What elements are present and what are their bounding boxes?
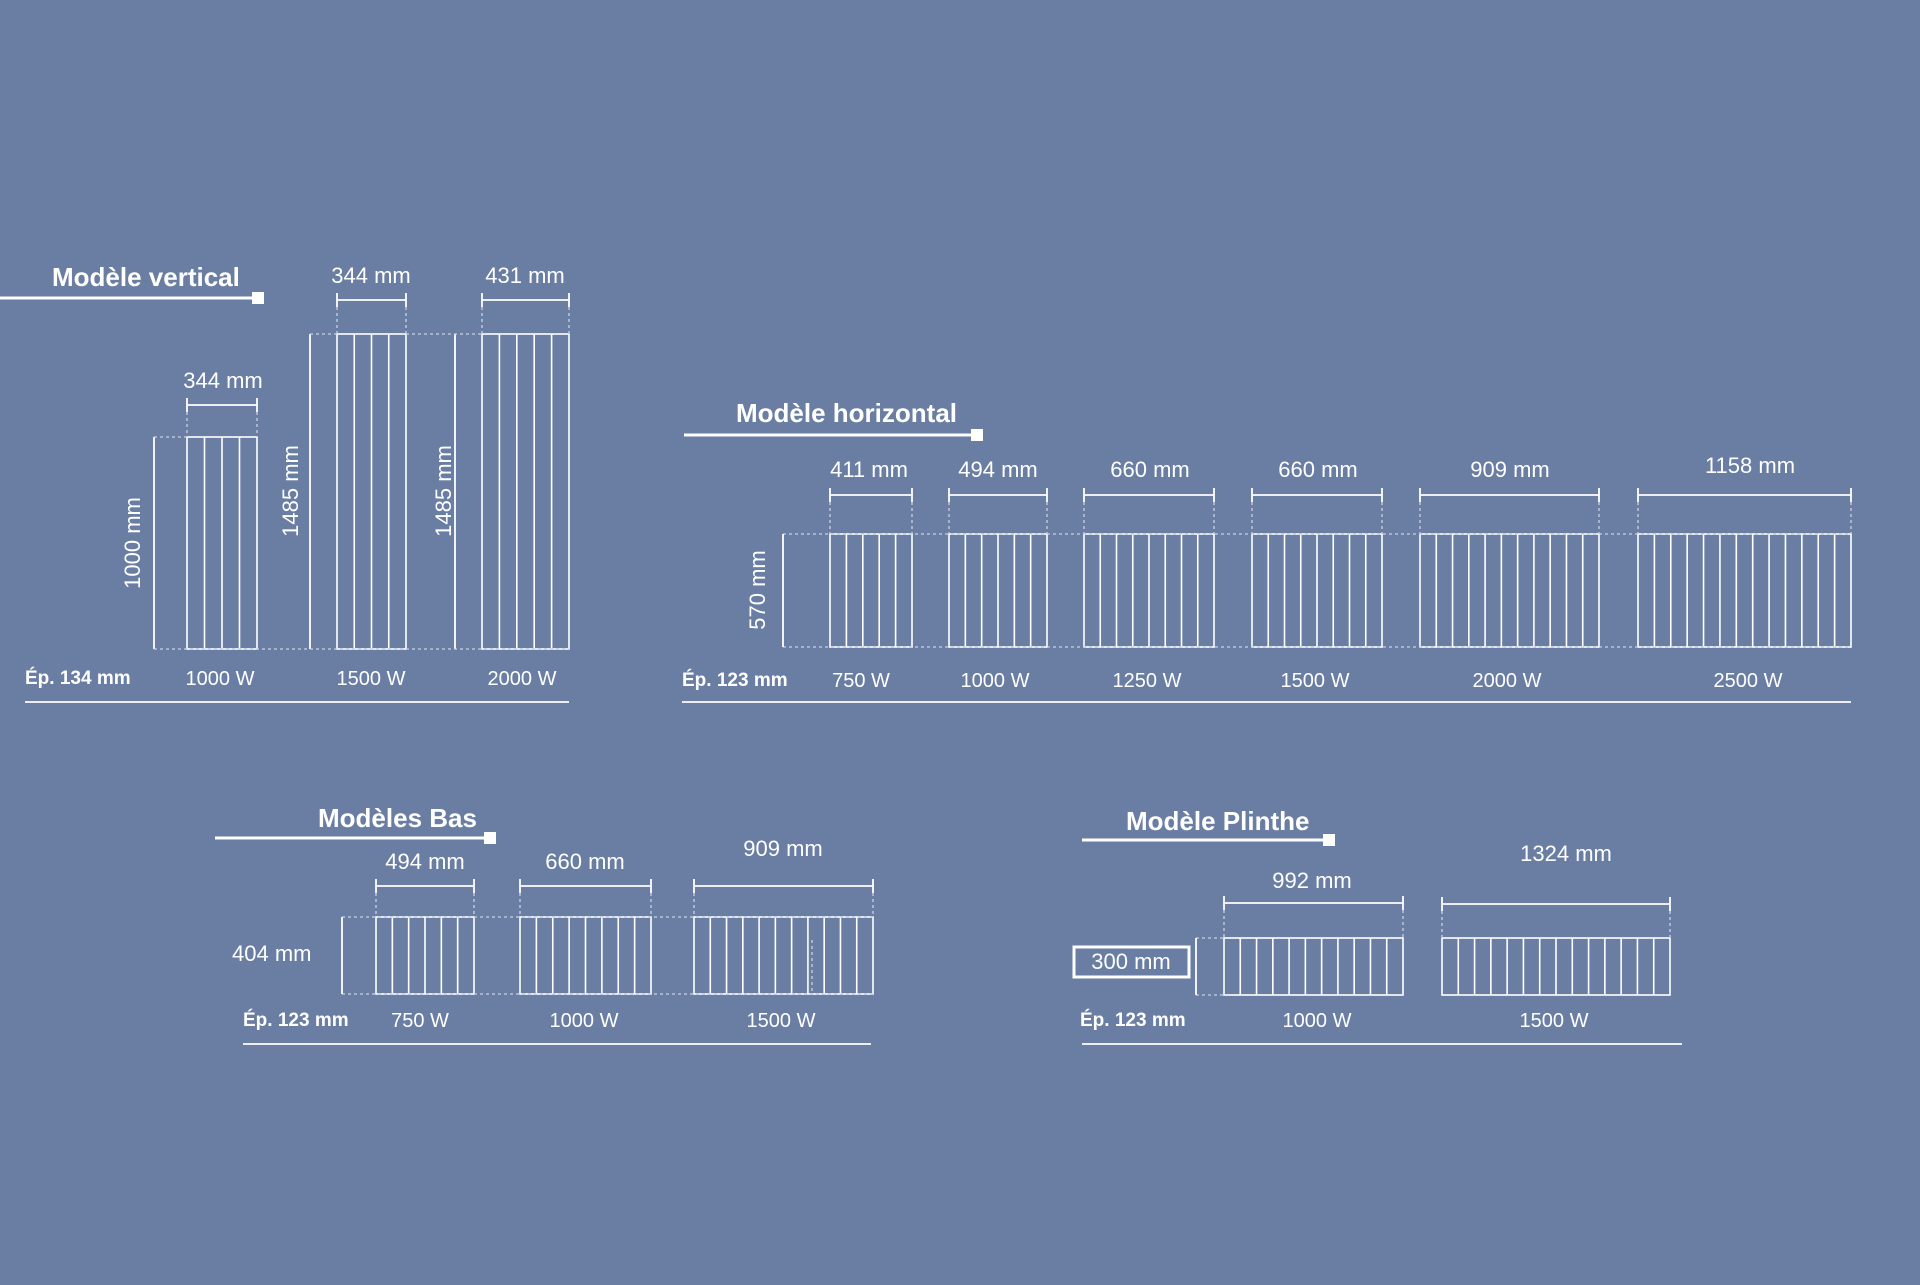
width-label: 344 mm [183,368,262,393]
title-underline-marker [484,832,496,844]
radiator-horizontal-1500w [1251,533,1383,648]
width-dims-horizontal: 411 mm 494 mm 660 mm 660 mm 909 [829,453,1852,534]
power-label: 1000 W [961,670,1030,692]
radiator-bas-1500w [693,916,874,995]
width-label: 909 mm [1470,457,1549,482]
power-label: 2500 W [1714,670,1783,692]
radiator-outline [481,333,570,650]
width-label: 660 mm [1278,457,1357,482]
power-label: 2000 W [1473,670,1542,692]
radiator-vertical-1000w [186,436,258,650]
radiator-vertical-2000w [481,333,570,650]
radiator-bas-1000w [519,916,652,995]
height-label: 1000 mm [120,497,145,589]
section-title-horizontal: Modèle horizontal [736,398,957,428]
radiator-outline [1419,533,1600,648]
power-label: 750 W [391,1010,449,1032]
section-title-vertical: Modèle vertical [52,262,240,292]
thickness-label: Ép. 134 mm [25,667,131,689]
title-underline-marker [252,292,264,304]
section-title-bas: Modèles Bas [318,803,477,833]
height-label: 1485 mm [431,445,456,537]
radiator-bas-750w [375,916,475,995]
section-plinthe: Modèle Plinthe 300 mm 992 mm 1324 mm Ép.… [1072,806,1682,1045]
height-label-box [1072,945,1191,979]
power-label: 1500 W [1520,1010,1589,1032]
power-label: 1500 W [1281,670,1350,692]
height-label: 570 mm [745,550,770,629]
width-label: 494 mm [958,457,1037,482]
thickness-label: Ép. 123 mm [682,669,788,691]
title-underline-marker [971,429,983,441]
thickness-label: Ép. 123 mm [1080,1009,1186,1031]
width-label: 1324 mm [1520,841,1612,866]
power-label: 1000 W [1283,1010,1352,1032]
radiator-horizontal-750w [829,533,913,648]
width-label: 660 mm [545,849,624,874]
power-label: 1500 W [337,668,406,690]
radiator-plinthe-1000w [1223,937,1404,996]
title-underline-marker [1323,834,1335,846]
width-label: 992 mm [1272,868,1351,893]
radiator-vertical-1500w [336,333,407,650]
power-label: 1000 W [550,1010,619,1032]
thickness-label: Ép. 123 mm [243,1009,349,1031]
power-label: 1500 W [747,1010,816,1032]
radiator-outline [1637,533,1852,648]
height-label: 1485 mm [278,445,303,537]
section-title-plinthe: Modèle Plinthe [1126,806,1309,836]
power-label: 1250 W [1113,670,1182,692]
radiator-outline [1223,937,1404,996]
power-label: 750 W [832,670,890,692]
radiator-horizontal-2000w [1419,533,1600,648]
width-label: 411 mm [830,457,908,482]
section-horizontal: Modèle horizontal 570 mm 411 mm 49 [682,398,1852,703]
width-label: 909 mm [743,836,822,861]
radiator-horizontal-1250w [1083,533,1215,648]
height-label: 300 mm [1091,949,1170,974]
power-label: 2000 W [488,668,557,690]
power-label: 1000 W [186,668,255,690]
height-label: 404 mm [232,941,311,966]
width-label: 660 mm [1110,457,1189,482]
radiator-outline [829,533,913,648]
width-label: 431 mm [485,263,564,288]
radiator-outline [693,916,874,995]
radiator-horizontal-2500w [1637,533,1852,648]
radiator-plinthe-1500w [1441,937,1671,996]
width-label: 344 mm [331,263,410,288]
radiator-horizontal-1000w [948,533,1048,648]
width-label: 494 mm [385,849,464,874]
section-bas: Modèles Bas 404 mm 494 mm 660 mm 909 mm … [215,803,874,1045]
width-label: 1158 mm [1705,453,1795,478]
section-vertical: Modèle vertical 344 mm 344 mm 431 mm 100… [0,262,570,703]
